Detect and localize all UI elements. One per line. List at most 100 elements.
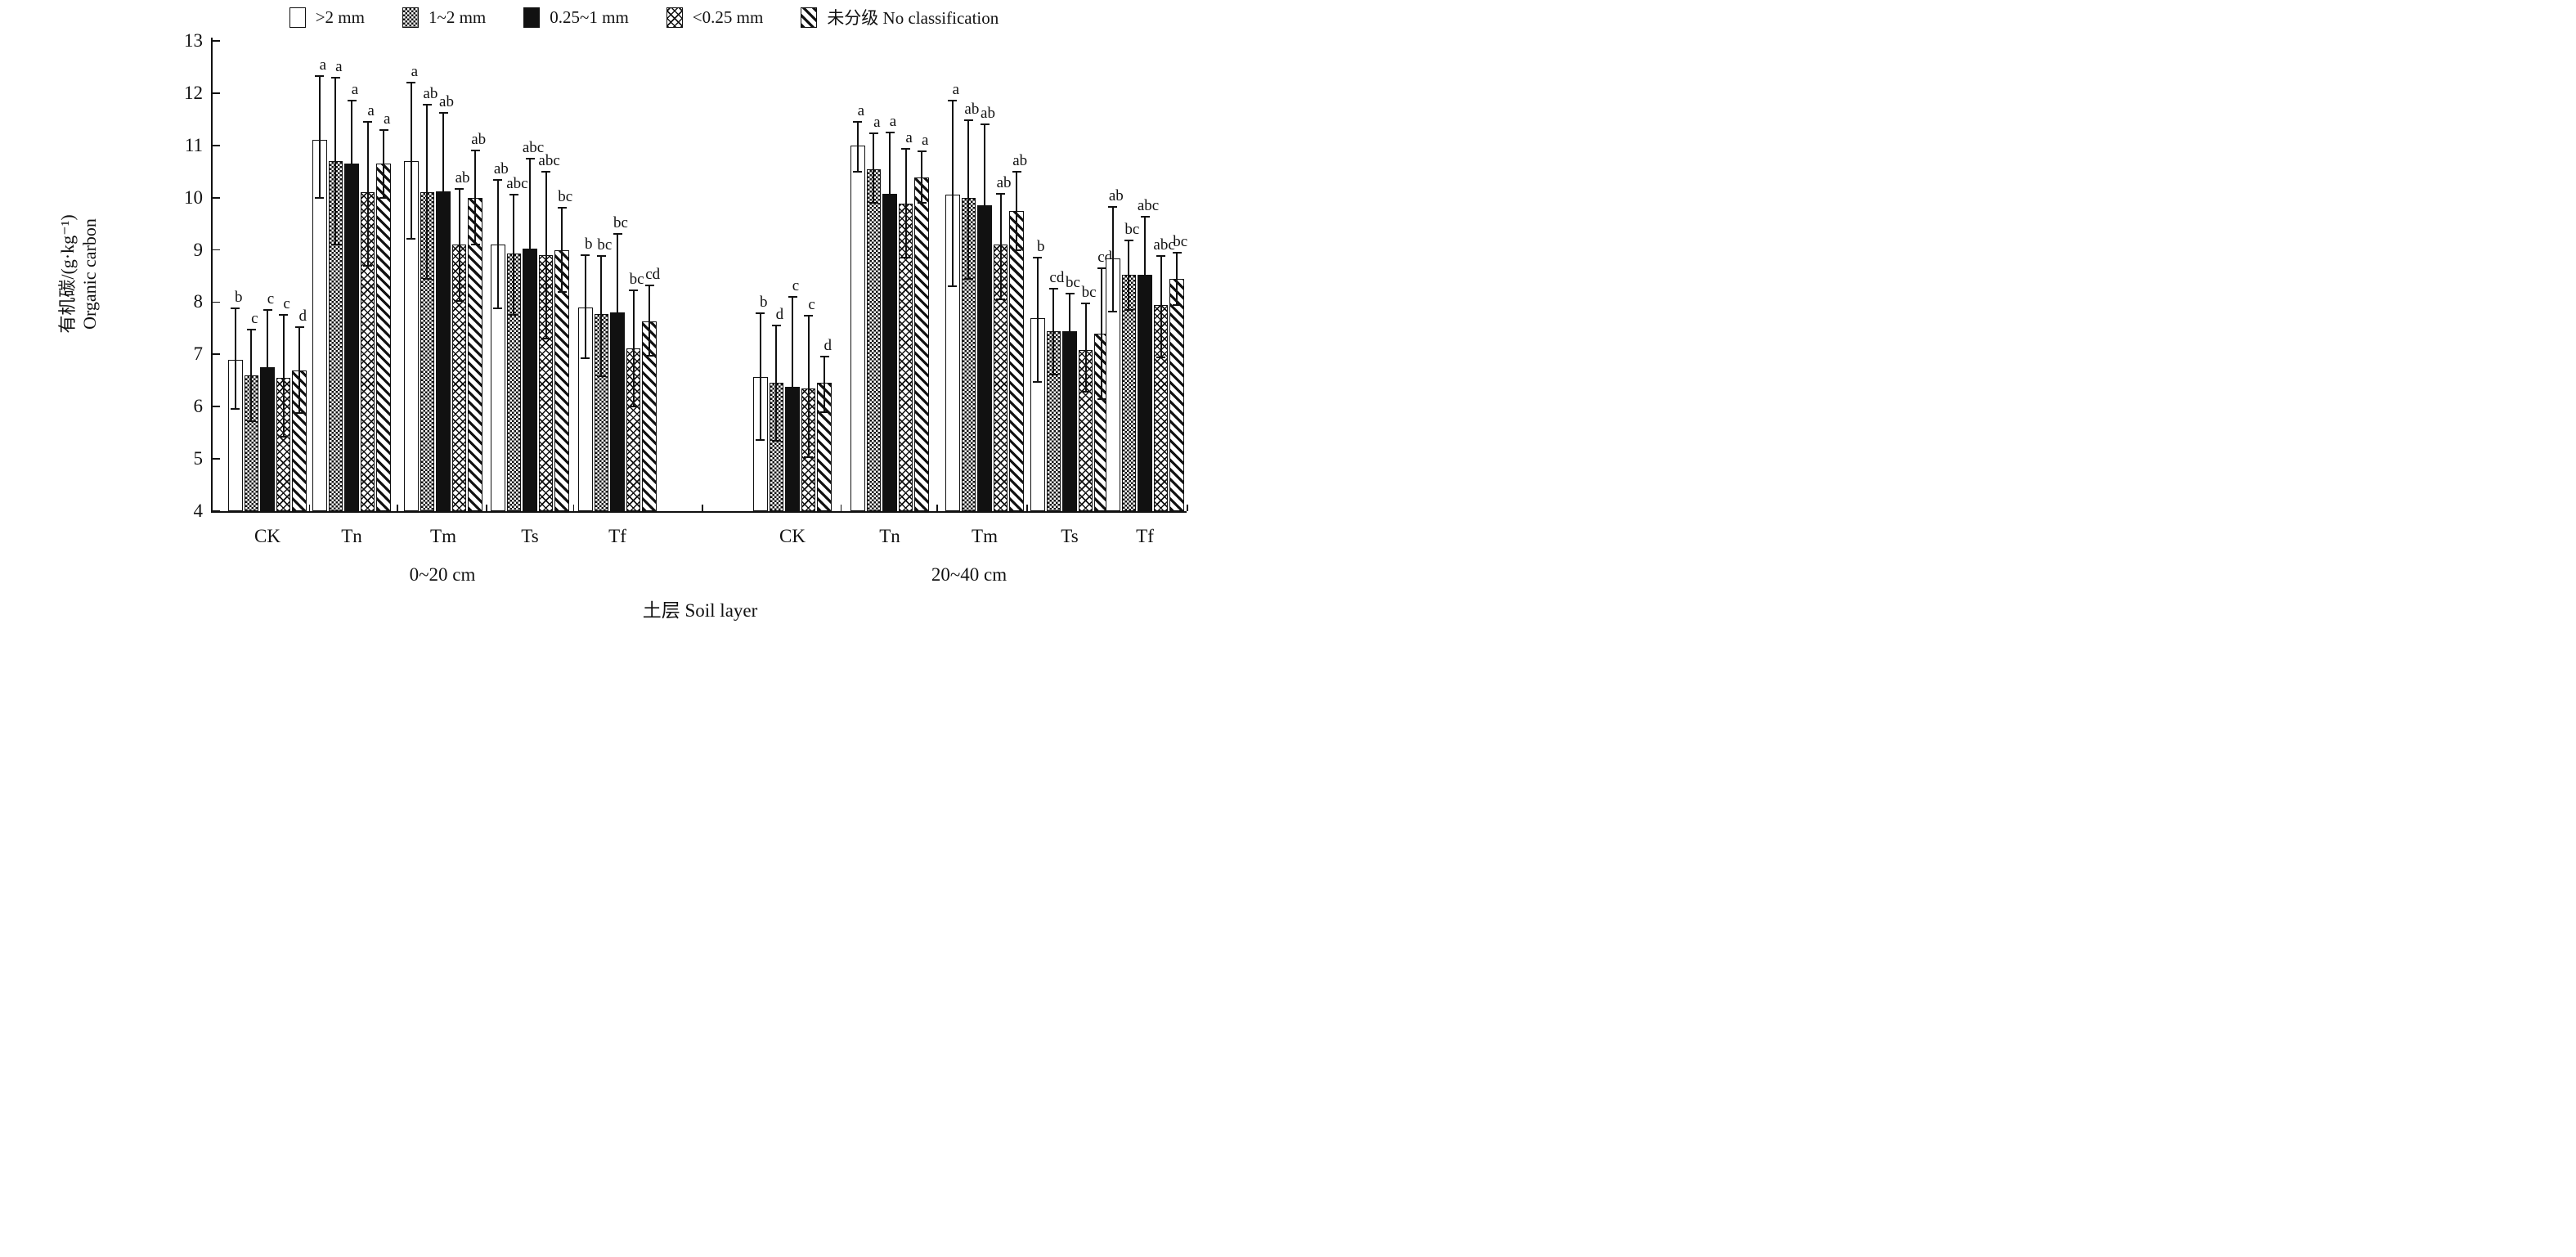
bar-2040cm-Tm-checker — [961, 197, 976, 511]
error-bar — [474, 150, 477, 245]
error-bar-cap-top — [804, 315, 814, 317]
error-bar-cap-bottom — [541, 338, 551, 340]
error-bar — [1036, 257, 1039, 383]
error-bar-cap-bottom — [963, 277, 973, 280]
error-bar-cap-top — [963, 119, 973, 122]
error-bar-cap-bottom — [917, 202, 927, 204]
y-tick — [213, 301, 220, 303]
sig-letter: ab — [439, 93, 454, 111]
y-tick-label: 7 — [193, 343, 204, 365]
error-bar-cap-top — [901, 148, 911, 150]
legend-swatch-plain-icon — [289, 7, 306, 28]
error-bar — [1016, 172, 1018, 250]
error-bar — [1144, 217, 1146, 334]
error-bar-cap-top — [246, 328, 256, 330]
error-bar-cap-top — [455, 187, 464, 190]
error-bar-cap-top — [541, 171, 551, 173]
legend-swatch-checker-icon — [402, 7, 419, 28]
error-bar-cap-bottom — [1172, 303, 1182, 306]
x-axis-line — [211, 511, 1187, 513]
error-bar-cap-bottom — [788, 456, 797, 459]
sig-letter: abc — [1153, 236, 1175, 254]
error-bar-cap-top — [853, 121, 863, 123]
legend-swatch-solid-icon — [523, 7, 541, 28]
error-bar — [561, 207, 563, 293]
sig-letter: abc — [506, 175, 528, 193]
error-bar-cap-bottom — [771, 440, 781, 442]
sig-letter: b — [760, 293, 768, 311]
sig-letter: ab — [996, 173, 1012, 191]
error-bar-cap-top — [980, 123, 990, 126]
error-bar — [351, 101, 352, 227]
bar-020cm-Ts-crosshatch — [538, 254, 554, 511]
bar-020cm-CK-checker — [244, 375, 259, 511]
sig-letter: ab — [423, 84, 438, 102]
sig-letter: bc — [597, 236, 613, 254]
legend-swatch-crosshatch-icon — [666, 7, 683, 28]
error-bar — [442, 113, 444, 270]
y-axis-title-en: Organic carbon — [79, 218, 100, 330]
sig-letter: c — [267, 290, 275, 308]
bar-020cm-Tf-diagonal — [642, 321, 657, 511]
sig-letter: a — [921, 132, 929, 150]
error-bar — [545, 172, 547, 339]
error-bar-cap-bottom — [1048, 374, 1058, 376]
bar-2040cm-Tn-plain — [850, 145, 865, 511]
error-bar-cap-top — [885, 131, 895, 133]
error-bar — [383, 129, 385, 198]
error-bar-cap-bottom — [756, 439, 765, 442]
error-bar-cap-top — [294, 326, 304, 329]
x-tick — [397, 505, 398, 511]
error-bar-cap-bottom — [819, 411, 829, 413]
y-axis-title: 有机碳/(g·kg⁻¹) Organic carbon — [56, 29, 102, 519]
y-tick — [213, 196, 220, 199]
error-bar-cap-top — [581, 254, 590, 256]
bar-020cm-Tn-checker — [328, 160, 343, 511]
bar-020cm-Tm-crosshatch — [451, 245, 467, 511]
sig-letter: abc — [538, 152, 560, 170]
error-bar-cap-top — [406, 82, 416, 84]
sig-letter: d — [824, 336, 832, 354]
y-tick-label: 5 — [193, 448, 204, 469]
error-bar-cap-top — [1108, 205, 1118, 208]
error-bar — [250, 329, 253, 422]
error-bar — [792, 297, 793, 458]
bar-2040cm-Tn-checker — [866, 168, 882, 511]
bar-2040cm-Tn-crosshatch — [898, 204, 913, 511]
error-bar-cap-bottom — [980, 285, 990, 288]
error-bar — [458, 188, 460, 301]
error-bar — [1052, 288, 1055, 375]
error-bar — [410, 83, 412, 239]
sig-letter: a — [351, 81, 359, 99]
error-bar-cap-bottom — [868, 202, 878, 204]
error-bar — [632, 290, 635, 407]
sig-letter: a — [857, 102, 865, 120]
y-tick — [213, 92, 220, 94]
error-bar — [584, 254, 586, 359]
error-bar-cap-bottom — [294, 411, 304, 414]
error-bar — [921, 151, 923, 204]
y-axis-line — [211, 38, 213, 513]
error-bar — [904, 149, 907, 258]
error-bar — [1084, 303, 1087, 392]
error-bar-cap-bottom — [804, 456, 814, 458]
bar-2040cm-Tf-diagonal — [1169, 278, 1184, 511]
error-bar — [1101, 267, 1103, 399]
error-bar — [967, 120, 970, 279]
error-bar-cap-top — [509, 194, 518, 196]
error-bar-cap-bottom — [948, 285, 958, 288]
error-bar — [984, 124, 985, 287]
sig-letter: bc — [1081, 283, 1097, 301]
bar-020cm-Ts-diagonal — [554, 249, 569, 511]
y-tick-label: 9 — [193, 239, 204, 260]
error-bar — [426, 104, 429, 279]
error-bar-cap-bottom — [379, 196, 388, 199]
error-bar-cap-top — [422, 103, 432, 105]
error-bar-cap-top — [525, 157, 535, 159]
legend: >2 mm 1~2 mm 0.25~1 mm <0.25 mm 未分级 No class… — [0, 5, 1288, 29]
bar-2040cm-Ts-checker — [1046, 331, 1061, 511]
sig-letter: ab — [471, 131, 487, 149]
sig-letter: d — [775, 305, 784, 323]
error-bar — [600, 256, 603, 377]
sig-letter: a — [335, 57, 343, 75]
